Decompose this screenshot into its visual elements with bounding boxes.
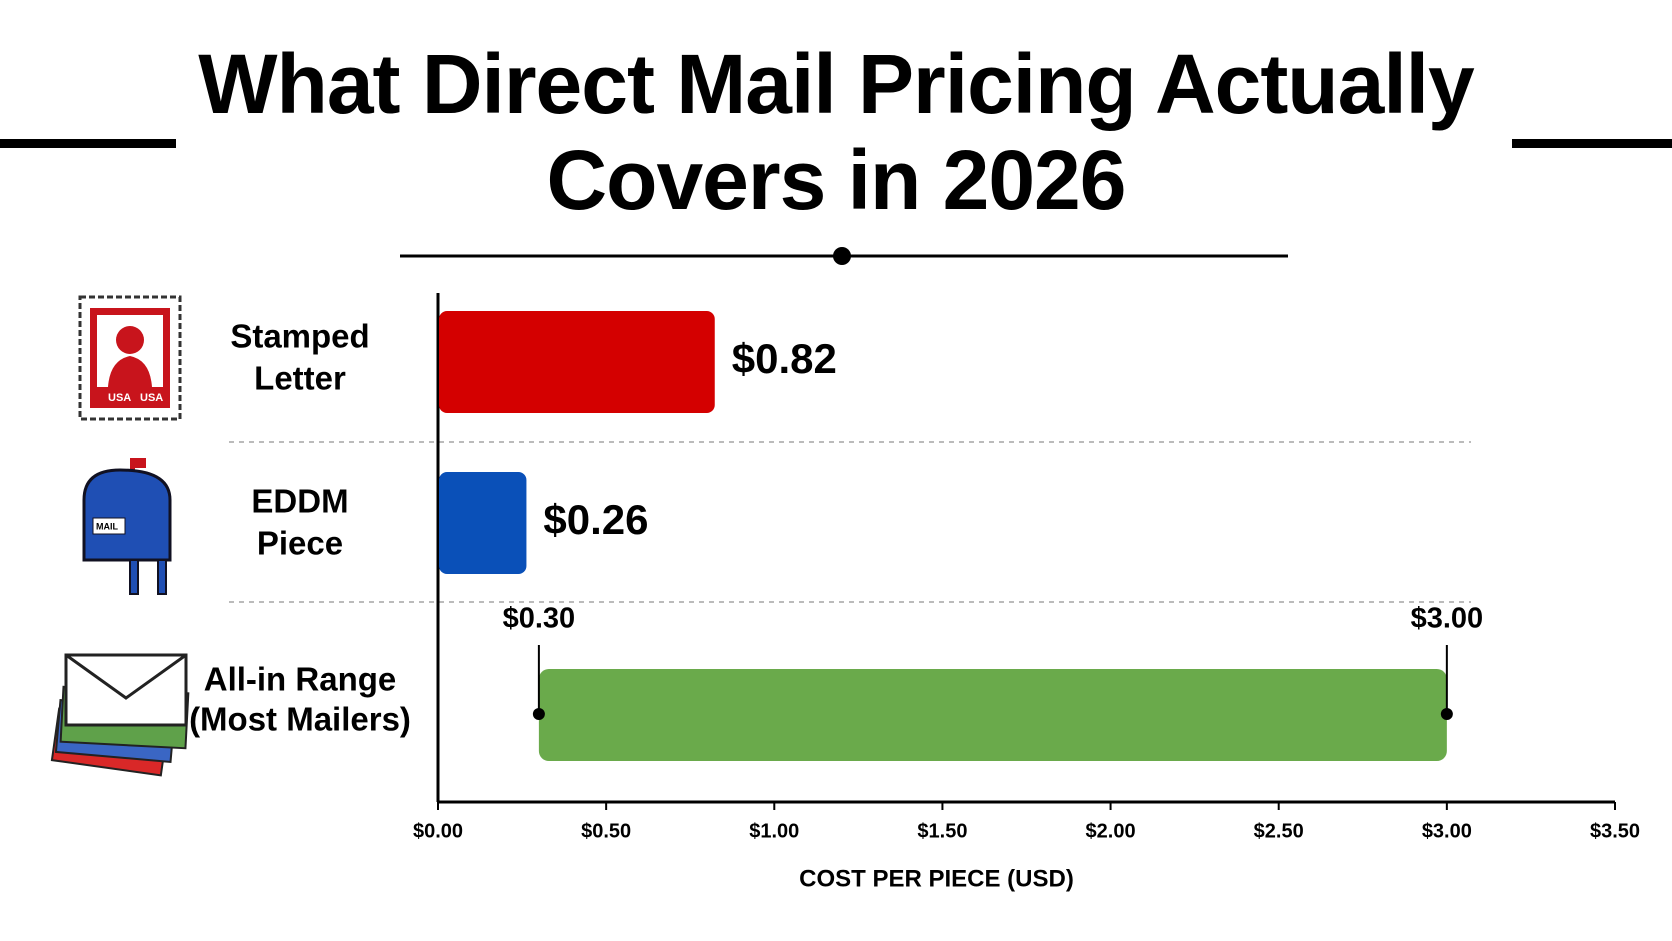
x-tick-label: $0.00: [413, 820, 463, 842]
x-tick-label: $1.00: [749, 820, 799, 842]
x-tick-label: $0.50: [581, 820, 631, 842]
stamp-icon: USA USA: [78, 295, 182, 421]
category-label: Stamped: [230, 318, 369, 355]
x-tick-label: $2.50: [1254, 820, 1304, 842]
value-label: $0.82: [732, 335, 837, 382]
x-tick-label: $1.50: [917, 820, 967, 842]
category-label: (Most Mailers): [189, 701, 411, 738]
x-tick-label: $2.00: [1086, 820, 1136, 842]
x-axis-label: COST PER PIECE (USD): [799, 865, 1074, 892]
range-point: [1440, 708, 1453, 720]
bar: [439, 472, 527, 574]
category-label: EDDM: [251, 483, 348, 520]
decoration: [0, 139, 1672, 603]
category-label: All-in Range: [204, 661, 397, 698]
svg-text:USA: USA: [108, 392, 131, 404]
bar: [439, 311, 715, 413]
svg-text:USA: USA: [140, 392, 163, 404]
envelope-icon: [50, 653, 190, 777]
category-label: Letter: [254, 360, 346, 397]
range-point: [532, 708, 545, 720]
x-tick-label: $3.00: [1422, 820, 1472, 842]
value-label: $0.26: [543, 496, 648, 543]
range-label: $0.30: [503, 603, 576, 635]
chart-title: What Direct Mail Pricing Actually Covers…: [198, 37, 1474, 227]
range-label: $3.00: [1411, 603, 1484, 635]
svg-text:MAIL: MAIL: [96, 521, 118, 531]
range-bar: [538, 669, 1447, 761]
mailbox-icon: MAIL: [82, 458, 172, 595]
x-tick-label: $3.50: [1590, 820, 1640, 842]
category-label: Piece: [257, 525, 343, 562]
